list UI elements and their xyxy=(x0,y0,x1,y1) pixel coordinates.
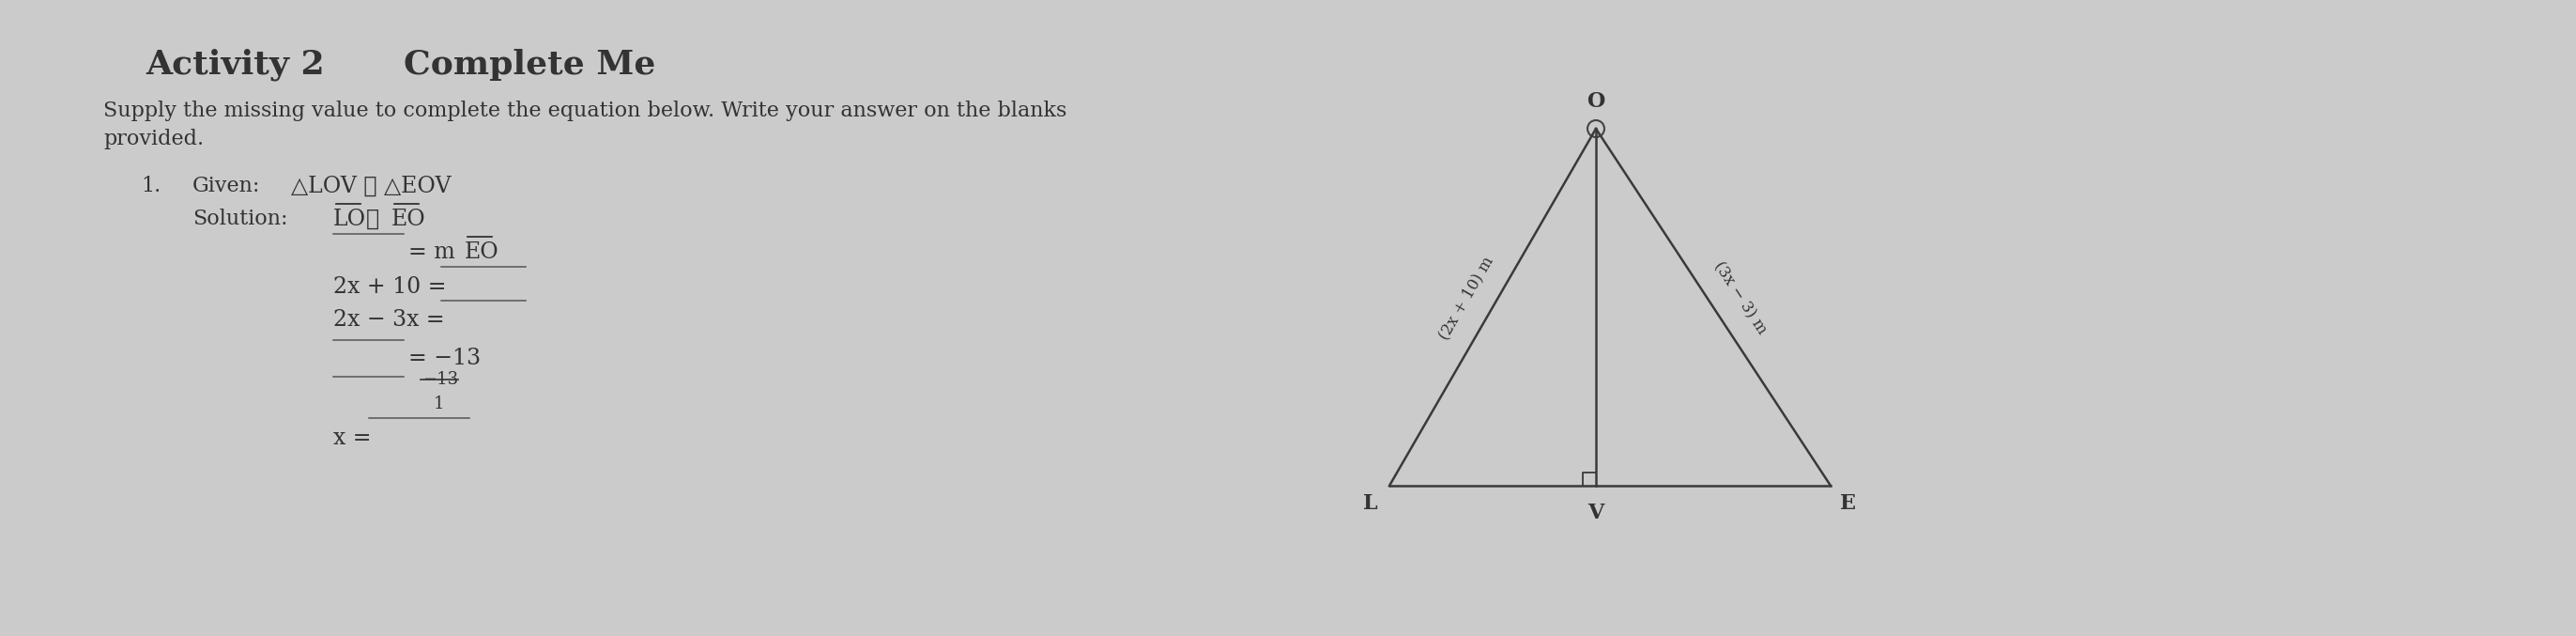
Text: Complete Me: Complete Me xyxy=(404,49,657,81)
Text: E: E xyxy=(1839,493,1855,514)
Text: EO: EO xyxy=(392,209,425,230)
Text: x =: x = xyxy=(332,427,371,449)
Text: provided.: provided. xyxy=(103,128,204,149)
Text: EO: EO xyxy=(464,242,500,263)
Text: L: L xyxy=(1363,493,1378,514)
Text: −13: −13 xyxy=(422,371,459,388)
Text: = m: = m xyxy=(410,242,456,263)
Text: LO: LO xyxy=(332,209,366,230)
Text: O: O xyxy=(1587,91,1605,112)
Text: (3x − 3) m: (3x − 3) m xyxy=(1710,258,1770,337)
Text: △LOV ≅ △EOV: △LOV ≅ △EOV xyxy=(291,176,451,197)
Text: 1: 1 xyxy=(433,396,446,412)
Text: Solution:: Solution: xyxy=(193,209,289,229)
Text: Supply the missing value to complete the equation below. Write your answer on th: Supply the missing value to complete the… xyxy=(103,100,1066,121)
Text: 1.: 1. xyxy=(142,176,160,197)
Text: V: V xyxy=(1587,502,1605,523)
Text: = −13: = −13 xyxy=(410,348,482,370)
Text: ≅: ≅ xyxy=(366,209,379,230)
Text: 2x − 3x =: 2x − 3x = xyxy=(332,309,446,331)
Text: (2x + 10) m: (2x + 10) m xyxy=(1435,253,1497,342)
Text: Given:: Given: xyxy=(193,176,260,197)
Text: Activity 2: Activity 2 xyxy=(144,49,325,81)
Text: 2x + 10 =: 2x + 10 = xyxy=(332,276,446,298)
